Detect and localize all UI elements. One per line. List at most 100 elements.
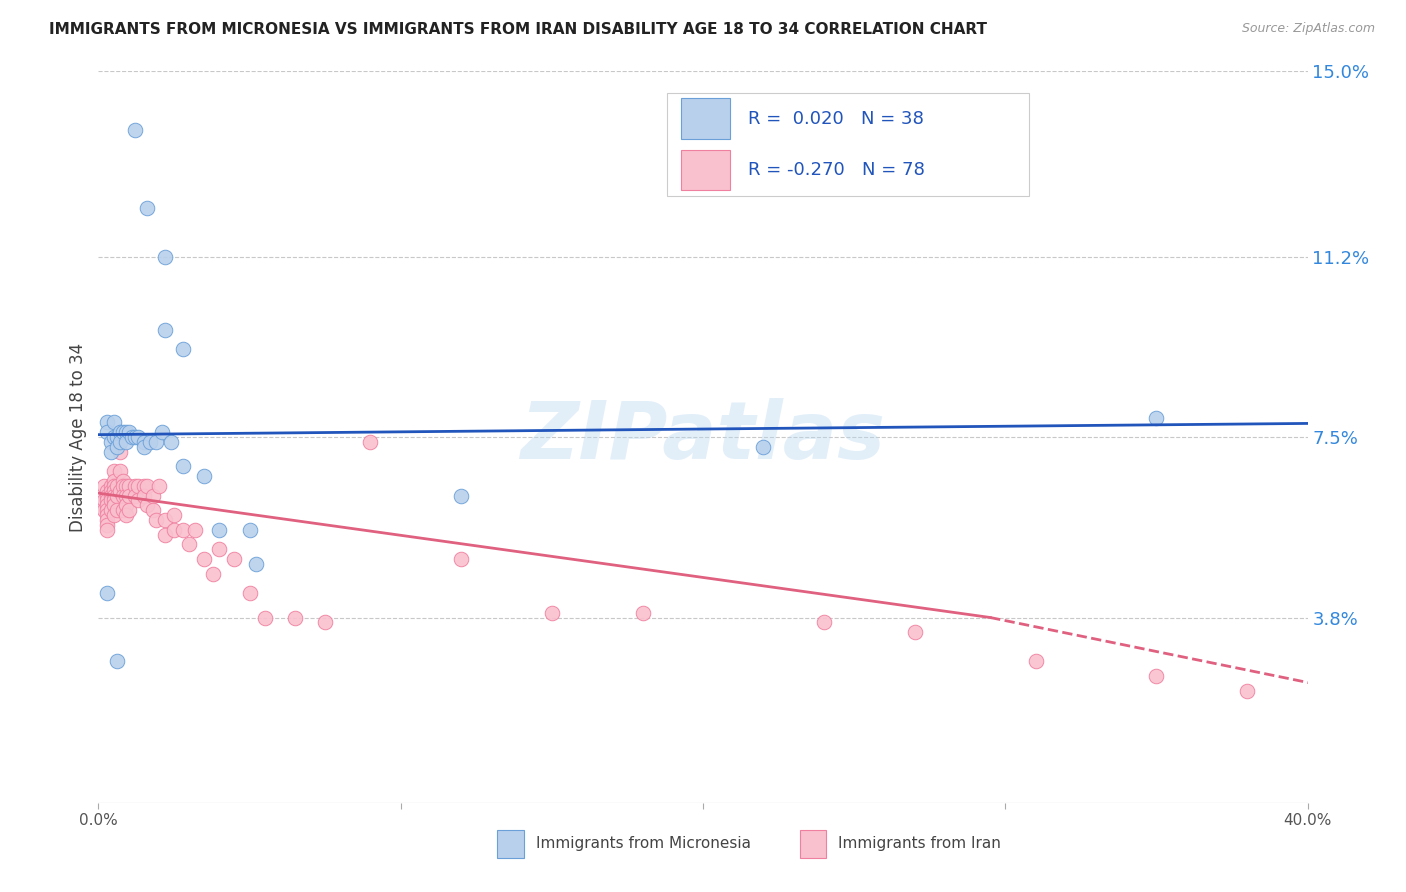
Point <box>114 434 136 449</box>
Point <box>103 416 125 430</box>
Point <box>121 430 143 444</box>
Point <box>108 434 131 449</box>
Point <box>1024 654 1046 668</box>
Point <box>132 434 155 449</box>
Point <box>103 508 125 522</box>
Point <box>245 557 267 571</box>
Point <box>150 425 173 440</box>
Point <box>108 425 131 440</box>
Point <box>904 625 927 640</box>
Point <box>105 430 128 444</box>
Point <box>124 489 146 503</box>
Point <box>450 552 472 566</box>
Point <box>127 430 149 444</box>
Point <box>118 503 141 517</box>
Point <box>114 425 136 440</box>
Point <box>103 483 125 498</box>
Point <box>1236 683 1258 698</box>
Point <box>108 464 131 478</box>
Point <box>132 479 155 493</box>
Point <box>153 527 176 541</box>
Point <box>93 479 115 493</box>
Point <box>103 474 125 488</box>
Text: R =  0.020   N = 38: R = 0.020 N = 38 <box>748 110 924 128</box>
Point <box>132 489 155 503</box>
Point <box>631 606 654 620</box>
Point <box>813 615 835 630</box>
Point <box>96 425 118 440</box>
Point <box>172 343 194 357</box>
Point <box>135 201 157 215</box>
Text: Source: ZipAtlas.com: Source: ZipAtlas.com <box>1241 22 1375 36</box>
Point <box>284 610 307 624</box>
Point <box>145 513 167 527</box>
Point <box>132 440 155 454</box>
Y-axis label: Disability Age 18 to 34: Disability Age 18 to 34 <box>69 343 87 532</box>
Point <box>179 537 201 551</box>
Point <box>1144 410 1167 425</box>
Point <box>96 499 118 513</box>
FancyBboxPatch shape <box>682 150 730 190</box>
Point <box>100 434 122 449</box>
Point <box>193 552 215 566</box>
Point <box>124 123 146 137</box>
Point <box>202 566 225 581</box>
Point <box>124 430 146 444</box>
Point <box>172 523 194 537</box>
Point <box>208 542 231 557</box>
Point <box>93 503 115 517</box>
Point <box>108 444 131 458</box>
FancyBboxPatch shape <box>666 94 1029 195</box>
Point <box>160 434 183 449</box>
Point <box>163 508 186 522</box>
Point <box>103 499 125 513</box>
Point <box>105 440 128 454</box>
Point <box>208 523 231 537</box>
Point <box>96 586 118 600</box>
Point <box>100 493 122 508</box>
Point <box>139 434 162 449</box>
Point <box>135 479 157 493</box>
Point <box>105 489 128 503</box>
Point <box>253 610 276 624</box>
Point <box>96 513 118 527</box>
Point <box>114 489 136 503</box>
FancyBboxPatch shape <box>498 830 524 858</box>
Point <box>193 469 215 483</box>
Point <box>100 483 122 498</box>
Point <box>153 513 176 527</box>
FancyBboxPatch shape <box>682 98 730 138</box>
Point <box>108 483 131 498</box>
Point <box>96 503 118 517</box>
Point <box>239 586 262 600</box>
Point <box>96 508 118 522</box>
Point <box>163 523 186 537</box>
Point <box>96 489 118 503</box>
Point <box>114 479 136 493</box>
Point <box>105 479 128 493</box>
Point <box>93 493 115 508</box>
Point <box>360 434 382 449</box>
Point <box>184 523 207 537</box>
Point <box>540 606 562 620</box>
Point <box>111 425 134 440</box>
Point <box>127 493 149 508</box>
Point <box>100 503 122 517</box>
Point <box>239 523 262 537</box>
Point <box>96 523 118 537</box>
Point <box>105 503 128 517</box>
Point <box>145 434 167 449</box>
Point <box>100 479 122 493</box>
Point <box>111 474 134 488</box>
Point <box>103 464 125 478</box>
Text: R = -0.270   N = 78: R = -0.270 N = 78 <box>748 161 925 178</box>
Point <box>142 503 165 517</box>
Point <box>111 489 134 503</box>
FancyBboxPatch shape <box>800 830 827 858</box>
Point <box>114 508 136 522</box>
Point <box>142 489 165 503</box>
Point <box>96 416 118 430</box>
Text: ZIPatlas: ZIPatlas <box>520 398 886 476</box>
Point <box>96 517 118 532</box>
Point <box>103 493 125 508</box>
